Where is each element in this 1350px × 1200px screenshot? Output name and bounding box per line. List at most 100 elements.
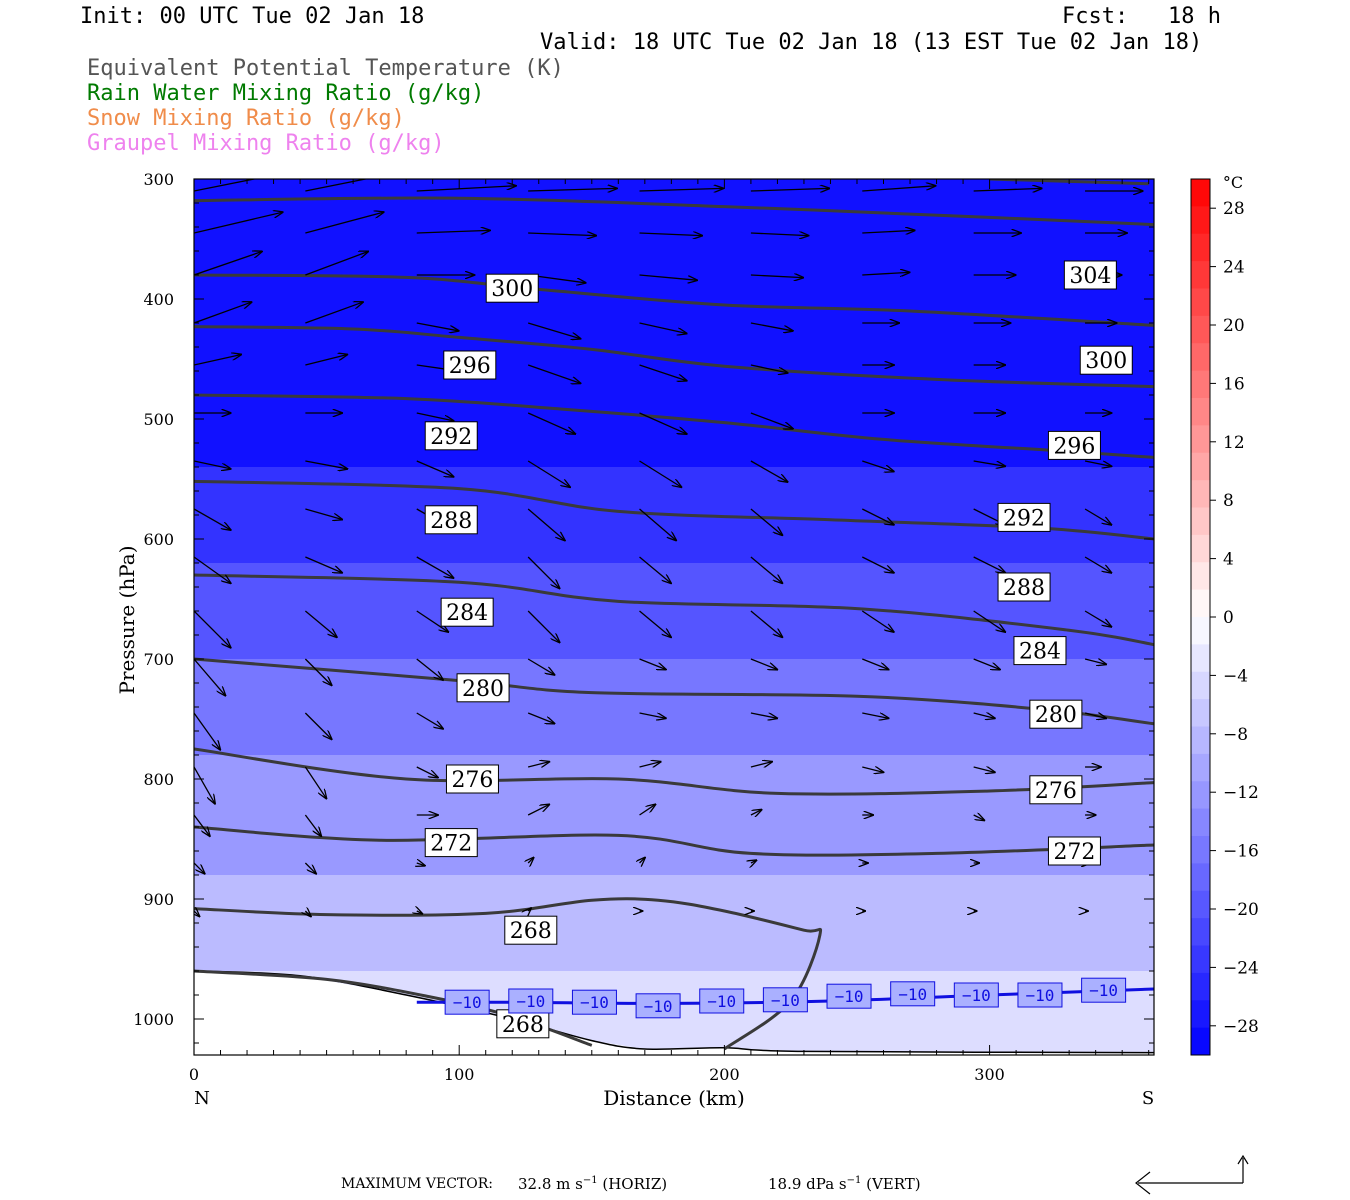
colorbar-segment xyxy=(1191,972,1210,1001)
wind-vector xyxy=(528,233,596,236)
colorbar-label: −16 xyxy=(1223,842,1259,862)
wind-vector xyxy=(639,658,666,669)
x-tick-label: 0 xyxy=(189,1065,199,1084)
colorbar-label: 28 xyxy=(1223,199,1245,219)
isotherm-label: −10 xyxy=(644,997,673,1016)
colorbar-segment xyxy=(1191,644,1210,673)
wind-vector xyxy=(194,508,230,530)
colorbar-segment xyxy=(1191,562,1210,591)
y-tick-label: 700 xyxy=(143,650,174,669)
wind-vector xyxy=(862,460,893,471)
colorbar-segment xyxy=(1191,315,1210,344)
colorbar-segment xyxy=(1191,452,1210,481)
isotherm-label-box xyxy=(1017,982,1063,1008)
wind-vector xyxy=(304,814,321,836)
wind-vector xyxy=(750,556,782,583)
colorbar-segment xyxy=(1191,863,1210,892)
legend-graupel: Graupel Mixing Ratio (g/kg) xyxy=(87,131,445,156)
isentrope-label: 292 xyxy=(430,425,472,450)
isentrope-label-box xyxy=(504,915,558,945)
isotherm-label-box xyxy=(699,988,745,1014)
wind-vector xyxy=(1084,460,1111,466)
isotherm-label-box xyxy=(635,993,681,1019)
isentrope-292-3 xyxy=(194,325,1154,389)
isotherm-label-box xyxy=(826,983,872,1009)
wind-vector xyxy=(416,610,448,632)
colorbar-label: −12 xyxy=(1223,783,1259,803)
legend-theta-e: Equivalent Potential Temperature (K) xyxy=(87,56,564,81)
max-vector-horizontal: 32.8 m s−1 (HORIZ) xyxy=(518,1175,667,1193)
wind-vector xyxy=(639,412,687,434)
wind-vector xyxy=(750,508,782,535)
wind-vector xyxy=(973,815,984,820)
colorbar-label: 16 xyxy=(1223,374,1245,394)
isotherm-label: −10 xyxy=(1089,981,1118,1000)
isotherm-label: −10 xyxy=(771,991,800,1010)
horiz-value: 32.8 m s xyxy=(518,1175,583,1193)
wind-vector xyxy=(416,186,516,192)
isentrope-label: 288 xyxy=(1003,576,1045,601)
wind-vector xyxy=(862,712,888,718)
isentrope-label: 280 xyxy=(1035,703,1077,728)
wind-vector xyxy=(416,712,443,729)
isotherm-label-box xyxy=(444,989,490,1015)
isentrope-label-box xyxy=(443,350,497,380)
vert-unit: (VERT) xyxy=(861,1175,921,1193)
isentrope-label: 296 xyxy=(449,354,491,379)
plot-frame xyxy=(193,178,1155,1056)
isentrope-label: 276 xyxy=(1035,779,1077,804)
colorbar-segment xyxy=(1191,507,1210,536)
vert-exponent: −1 xyxy=(846,1175,862,1186)
isotherm-label: −10 xyxy=(898,985,927,1004)
isentrope-label-box xyxy=(1029,699,1083,729)
wind-vector xyxy=(862,272,909,275)
wind-vector xyxy=(305,556,341,573)
isentrope-label: 272 xyxy=(430,832,472,857)
wind-vector xyxy=(750,412,793,429)
wind-vector xyxy=(528,908,531,911)
isotherm-label-box xyxy=(953,982,999,1008)
wind-vector xyxy=(304,862,315,873)
y-tick-label: 400 xyxy=(143,290,174,309)
wind-vector xyxy=(639,460,682,487)
colorbar-segment xyxy=(1191,808,1210,837)
wind-vector xyxy=(528,188,616,191)
colorbar-segment xyxy=(1191,671,1210,700)
colorbar-segment xyxy=(1191,261,1210,289)
max-vector-label: MAXIMUM VECTOR: xyxy=(341,1176,493,1192)
x-axis-title: Distance (km) xyxy=(603,1086,745,1110)
isentrope-label-box xyxy=(424,505,478,535)
colorbar-label: −28 xyxy=(1223,1017,1259,1037)
wind-vector xyxy=(194,658,225,695)
wind-vector xyxy=(973,610,1005,632)
isentrope-268-9 xyxy=(194,825,1154,857)
wind-vector xyxy=(304,712,331,739)
wind-vector xyxy=(304,610,336,637)
wind-vector xyxy=(640,858,645,863)
colorbar-segment xyxy=(1191,1027,1210,1056)
wind-vector xyxy=(750,364,787,373)
colorbar-segment xyxy=(1191,836,1210,864)
wind-vector xyxy=(750,658,777,669)
isentrope-label-box xyxy=(445,764,499,794)
isotherm-label: −10 xyxy=(516,992,545,1011)
wind-vector xyxy=(639,274,697,280)
wind-vector xyxy=(527,762,549,767)
isentrope-label: 284 xyxy=(446,601,488,626)
isotherm-label: −10 xyxy=(707,992,736,1011)
isentrope-label-box xyxy=(1063,260,1117,290)
colorbar-segment xyxy=(1191,370,1210,399)
wind-vector xyxy=(194,712,220,749)
wind-vector xyxy=(973,767,995,772)
isentrope-label: 300 xyxy=(1085,349,1127,374)
wind-vector xyxy=(750,762,772,767)
colorbar-segment xyxy=(1191,589,1210,618)
wind-vector xyxy=(862,658,888,669)
wind-vector xyxy=(973,713,995,718)
isotherm-label-box xyxy=(571,989,617,1015)
wind-vector xyxy=(527,658,554,675)
y-tick-label: 500 xyxy=(143,410,174,429)
colorbar-segment xyxy=(1191,699,1210,727)
wind-vector xyxy=(973,556,1005,573)
